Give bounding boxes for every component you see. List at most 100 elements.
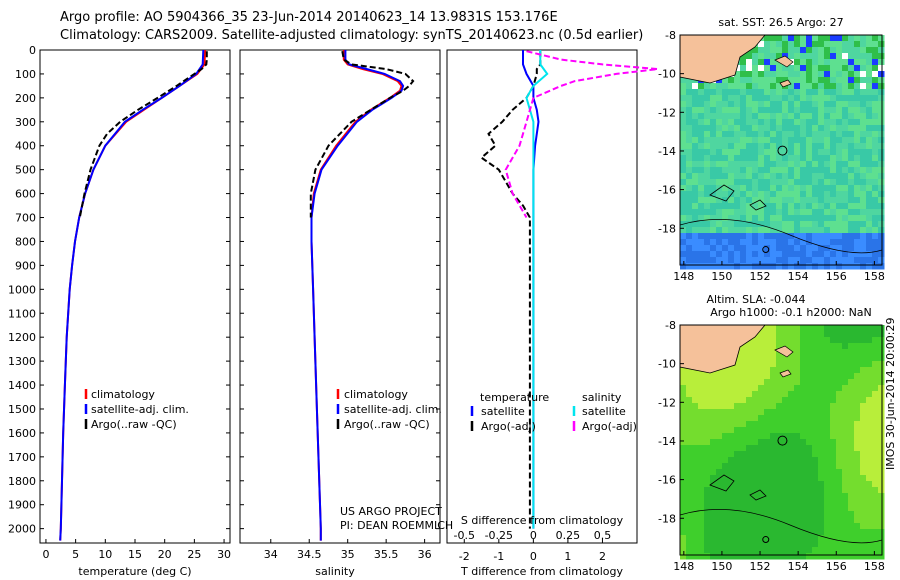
map-cell bbox=[842, 451, 849, 458]
map-cell bbox=[872, 197, 879, 204]
map-cell bbox=[872, 257, 879, 264]
map-cell bbox=[830, 89, 837, 96]
map-cell bbox=[824, 379, 831, 386]
map-cell bbox=[770, 203, 777, 210]
map-cell bbox=[836, 65, 843, 72]
map-cell bbox=[704, 469, 711, 476]
map-cell bbox=[878, 257, 885, 264]
map-cell bbox=[794, 185, 801, 192]
map-cell bbox=[770, 415, 777, 422]
map-cell bbox=[716, 553, 723, 560]
map-cell bbox=[764, 481, 771, 488]
map-cell bbox=[812, 373, 819, 380]
map-cell bbox=[878, 403, 885, 410]
map-cell bbox=[734, 239, 741, 246]
map-lat-label: -8 bbox=[665, 29, 676, 42]
map-cell bbox=[866, 173, 873, 180]
map-cell bbox=[812, 251, 819, 258]
map-cell bbox=[752, 47, 759, 54]
map-cell bbox=[836, 391, 843, 398]
map-cell bbox=[764, 337, 771, 344]
map-cell bbox=[872, 227, 879, 234]
map-cell bbox=[854, 149, 861, 156]
map-cell bbox=[866, 227, 873, 234]
map-cell bbox=[812, 529, 819, 536]
map-cell bbox=[746, 245, 753, 252]
map-cell bbox=[860, 325, 867, 332]
map-cell bbox=[872, 517, 879, 524]
map-cell bbox=[866, 373, 873, 380]
map-cell bbox=[848, 143, 855, 150]
map-cell bbox=[788, 173, 795, 180]
map-cell bbox=[746, 137, 753, 144]
map-cell bbox=[704, 415, 711, 422]
map-cell bbox=[794, 469, 801, 476]
map-cell bbox=[704, 445, 711, 452]
map-cell bbox=[758, 535, 765, 542]
map-cell bbox=[752, 131, 759, 138]
map-cell bbox=[848, 101, 855, 108]
map-cell bbox=[746, 553, 753, 560]
map-lon-label: 156 bbox=[826, 270, 847, 283]
map-cell bbox=[782, 227, 789, 234]
map-cell bbox=[740, 361, 747, 368]
map-cell bbox=[698, 191, 705, 198]
map-cell bbox=[740, 215, 747, 222]
map-cell bbox=[746, 131, 753, 138]
map-cell bbox=[866, 421, 873, 428]
map-cell bbox=[830, 433, 837, 440]
map-cell bbox=[806, 331, 813, 338]
map-cell bbox=[704, 185, 711, 192]
map-cell bbox=[860, 227, 867, 234]
map-cell bbox=[836, 149, 843, 156]
map-cell bbox=[800, 481, 807, 488]
map-cell bbox=[758, 541, 765, 548]
map-cell bbox=[848, 125, 855, 132]
map-cell bbox=[752, 137, 759, 144]
map-cell bbox=[836, 191, 843, 198]
salinity-xlabel: salinity bbox=[315, 565, 355, 578]
map-cell bbox=[842, 53, 849, 60]
map-cell bbox=[698, 457, 705, 464]
map-cell bbox=[686, 215, 693, 222]
map-cell bbox=[812, 475, 819, 482]
map-cell bbox=[842, 421, 849, 428]
map-cell bbox=[698, 101, 705, 108]
map-cell bbox=[686, 451, 693, 458]
map-cell bbox=[764, 367, 771, 374]
map-cell bbox=[788, 415, 795, 422]
map-cell bbox=[740, 137, 747, 144]
map-cell bbox=[812, 451, 819, 458]
map-cell bbox=[692, 161, 699, 168]
map-cell bbox=[686, 125, 693, 132]
map-cell bbox=[788, 445, 795, 452]
map-cell bbox=[854, 83, 861, 90]
map-cell bbox=[770, 337, 777, 344]
map-cell bbox=[722, 233, 729, 240]
map-cell bbox=[872, 493, 879, 500]
map-cell bbox=[788, 475, 795, 482]
map-cell bbox=[854, 191, 861, 198]
map-cell bbox=[800, 227, 807, 234]
map-cell bbox=[734, 185, 741, 192]
map-cell bbox=[794, 367, 801, 374]
map-cell bbox=[836, 367, 843, 374]
map-cell bbox=[728, 385, 735, 392]
map-cell bbox=[794, 143, 801, 150]
map-cell bbox=[710, 101, 717, 108]
map-cell bbox=[794, 511, 801, 518]
map-cell bbox=[752, 421, 759, 428]
map-cell bbox=[788, 481, 795, 488]
map-cell bbox=[770, 257, 777, 264]
map-cell bbox=[836, 409, 843, 416]
map-cell bbox=[866, 379, 873, 386]
map-cell bbox=[860, 209, 867, 216]
map-cell bbox=[848, 59, 855, 66]
map-cell bbox=[860, 197, 867, 204]
map-cell bbox=[722, 101, 729, 108]
map-cell bbox=[794, 325, 801, 332]
map-cell bbox=[836, 499, 843, 506]
map-cell bbox=[830, 379, 837, 386]
map-cell bbox=[776, 499, 783, 506]
map-cell bbox=[836, 355, 843, 362]
